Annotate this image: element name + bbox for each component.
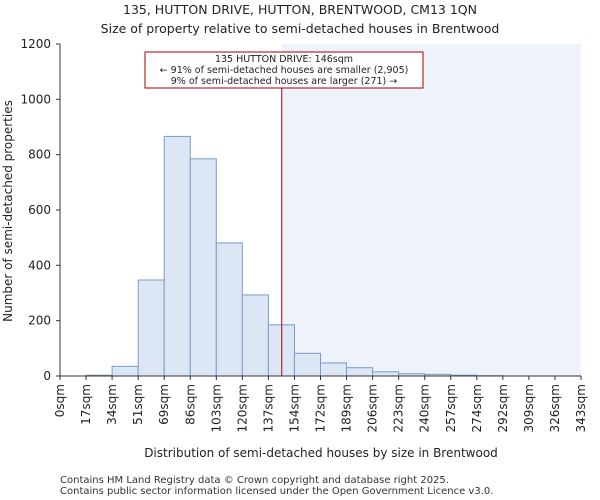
- bar-69sqm: [163, 135, 191, 377]
- x-tick-label-257sqm: 257sqm: [444, 384, 458, 432]
- bar-86sqm: [189, 158, 217, 377]
- x-tick-label-309sqm: 309sqm: [522, 384, 536, 432]
- footer-line-2: Contains public sector information licen…: [60, 486, 493, 497]
- annotation-line3: 9% of semi-detached houses are larger (2…: [171, 76, 398, 87]
- bar-51sqm: [137, 279, 165, 377]
- y-tick-label-800: 800: [28, 148, 51, 162]
- larger-region: [281, 44, 581, 376]
- x-tick-label-292sqm: 292sqm: [496, 384, 510, 432]
- y-tick-label-600: 600: [28, 203, 51, 217]
- bar-189sqm: [346, 367, 374, 377]
- x-tick-label-34sqm: 34sqm: [105, 384, 119, 425]
- x-tick-label-86sqm: 86sqm: [183, 384, 197, 425]
- annotation-line2: ← 91% of semi-detached houses are smalle…: [160, 65, 409, 76]
- chart-title: 135, HUTTON DRIVE, HUTTON, BRENTWOOD, CM…: [123, 2, 477, 17]
- x-tick-label-69sqm: 69sqm: [157, 384, 171, 425]
- x-tick-label-223sqm: 223sqm: [392, 384, 406, 432]
- bar-34sqm: [111, 365, 139, 377]
- y-axis-label: Number of semi-detached properties: [1, 100, 15, 322]
- footer-line-1: Contains HM Land Registry data © Crown c…: [60, 475, 449, 486]
- annotation-box: [144, 51, 424, 89]
- y-tick-label-1200: 1200: [20, 37, 51, 51]
- bar-103sqm: [215, 242, 243, 377]
- x-tick-label-240sqm: 240sqm: [418, 384, 432, 432]
- bar-154sqm: [293, 352, 322, 377]
- plot-area: 0 200 400 600 800 1000 1200 0sqm 17sqm 34sqm 51sqm…: [20, 37, 588, 432]
- annotation-line1: 135 HUTTON DRIVE: 146sqm: [215, 54, 353, 65]
- x-tick-label-326sqm: 326sqm: [548, 384, 562, 432]
- x-tick-label-154sqm: 154sqm: [287, 384, 301, 432]
- x-tick-label-0sqm: 0sqm: [53, 384, 67, 417]
- y-tick-label-0: 0: [43, 369, 51, 383]
- x-tick-label-274sqm: 274sqm: [470, 384, 484, 432]
- y-tick-label-400: 400: [28, 258, 51, 272]
- x-tick-label-172sqm: 172sqm: [314, 384, 328, 432]
- x-tick-label-343sqm: 343sqm: [574, 384, 588, 432]
- x-tick-label-206sqm: 206sqm: [366, 384, 380, 432]
- chart-subtitle: Size of property relative to semi-detach…: [101, 21, 500, 36]
- y-tick-label-200: 200: [28, 314, 51, 328]
- y-tick-label-1000: 1000: [20, 92, 51, 106]
- x-tick-label-103sqm: 103sqm: [209, 384, 223, 432]
- bar-172sqm: [320, 362, 348, 377]
- x-tick-label-51sqm: 51sqm: [131, 384, 145, 425]
- x-tick-label-189sqm: 189sqm: [340, 384, 354, 432]
- x-tick-label-17sqm: 17sqm: [79, 384, 93, 425]
- bar-206sqm: [372, 371, 400, 377]
- bar-120sqm: [241, 294, 269, 377]
- x-tick-label-120sqm: 120sqm: [235, 384, 249, 432]
- x-tick-label-137sqm: 137sqm: [261, 384, 275, 432]
- x-axis-label: Distribution of semi-detached houses by …: [144, 446, 498, 460]
